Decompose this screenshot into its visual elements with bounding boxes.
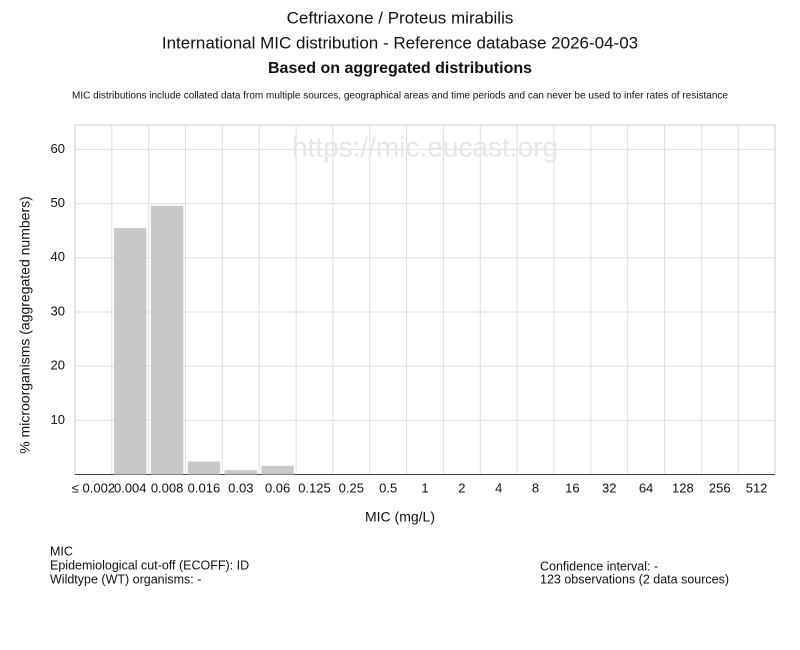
footer-text: Wildtype (WT) organisms: -: [50, 572, 201, 586]
chart-title: Ceftriaxone / Proteus mirabilis: [287, 8, 514, 27]
x-tick-label: 16: [565, 480, 579, 495]
footer-text: MIC: [50, 544, 73, 558]
chart-subtitle: International MIC distribution - Referen…: [162, 33, 638, 52]
x-tick-label: 0.008: [151, 480, 184, 495]
x-tick-label: 128: [672, 480, 694, 495]
x-tick-label: 0.25: [339, 480, 364, 495]
x-tick-label: 0.5: [379, 480, 397, 495]
chart-subtitle: Based on aggregated distributions: [268, 60, 532, 77]
x-tick-label: 1: [421, 480, 428, 495]
y-tick-label: 10: [51, 412, 65, 427]
watermark: https://mic.eucast.org: [292, 131, 558, 162]
y-tick-label: 50: [51, 195, 65, 210]
x-tick-label: 32: [602, 480, 616, 495]
bar: [114, 227, 147, 475]
x-tick-label: ≤ 0.002: [72, 480, 115, 495]
y-tick-label: 60: [51, 141, 65, 156]
footer-text: 123 observations (2 data sources): [540, 572, 729, 586]
x-tick-label: 4: [495, 480, 502, 495]
x-tick-label: 0.03: [228, 480, 253, 495]
y-tick-label: 20: [51, 358, 65, 373]
x-tick-label: 0.125: [298, 480, 331, 495]
bar: [261, 465, 294, 475]
x-tick-label: 256: [709, 480, 731, 495]
x-tick-label: 0.004: [114, 480, 147, 495]
y-tick-label: 40: [51, 249, 65, 264]
footer-text: Confidence interval: -: [540, 559, 658, 573]
y-tick-label: 30: [51, 303, 65, 318]
bar: [187, 461, 221, 475]
chart-note: MIC distributions include collated data …: [72, 91, 728, 102]
bar: [224, 470, 257, 475]
x-tick-label: 0.06: [265, 480, 290, 495]
x-tick-label: 0.016: [188, 480, 221, 495]
x-axis-label: MIC (mg/L): [365, 509, 435, 525]
y-axis-label: % microorganisms (aggregated numbers): [17, 196, 33, 454]
bar: [150, 205, 184, 475]
footer-text: Epidemiological cut-off (ECOFF): ID: [50, 558, 249, 572]
x-tick-label: 8: [532, 480, 539, 495]
x-tick-label: 2: [458, 480, 465, 495]
x-tick-label: 64: [639, 480, 653, 495]
x-tick-label: 512: [746, 480, 768, 495]
